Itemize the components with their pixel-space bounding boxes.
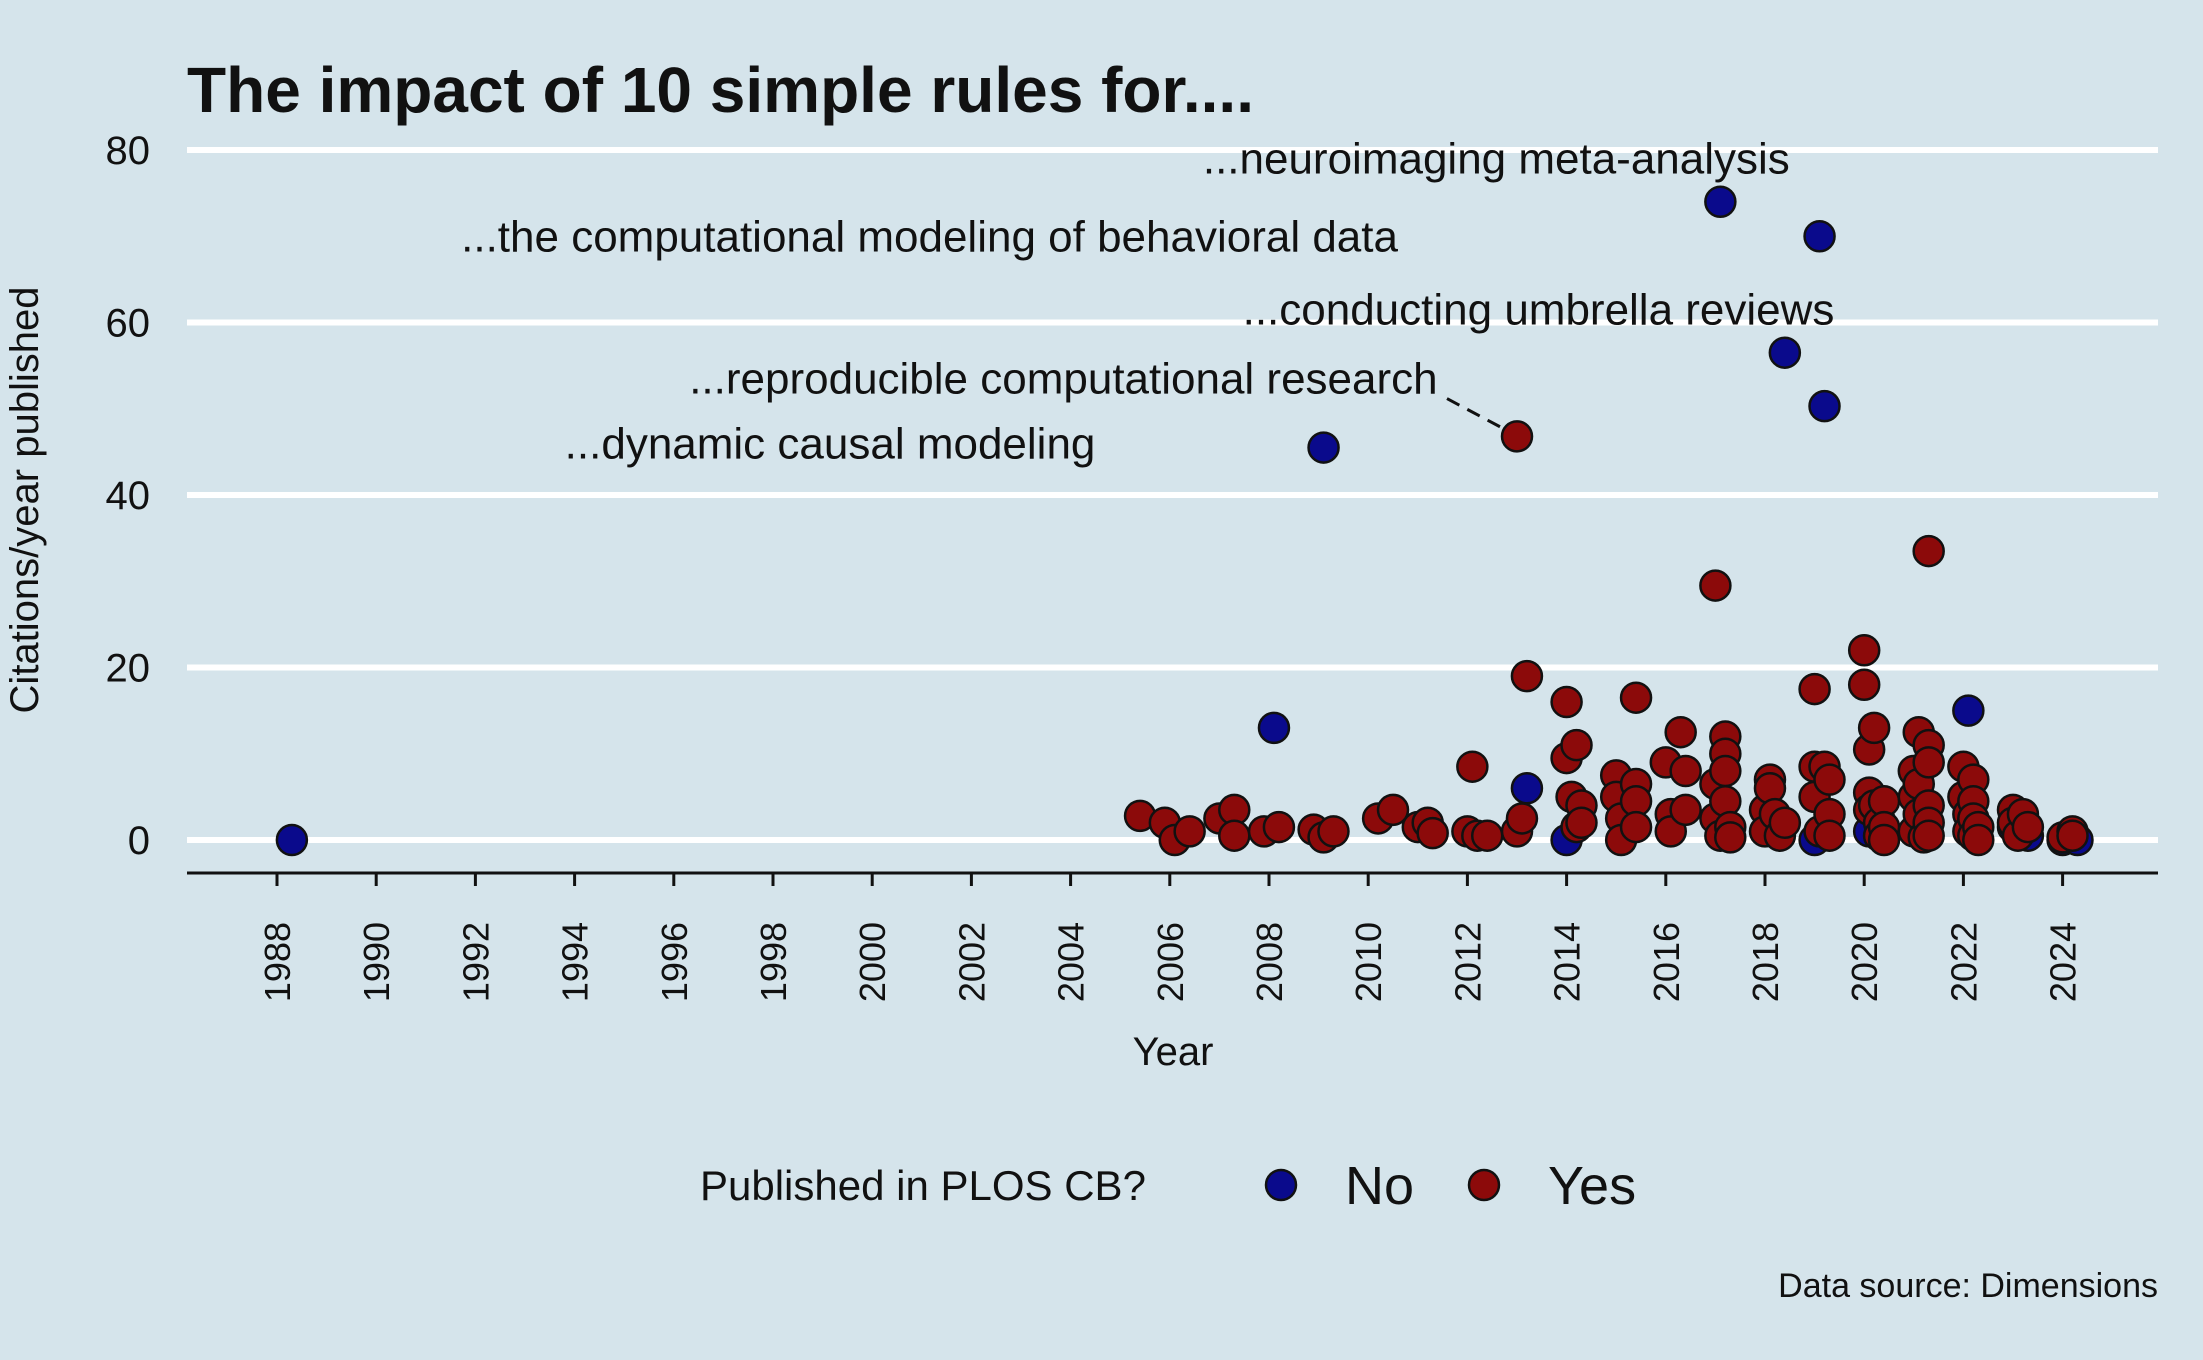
data-point-yes	[1847, 668, 1881, 701]
data-point-yes	[1664, 715, 1697, 749]
x-tick-label: 2002	[951, 922, 992, 1002]
annotation-label: ...reproducible computational research	[689, 355, 1437, 404]
x-tick-label: 1988	[257, 922, 298, 1002]
data-point-yes	[1500, 420, 1534, 453]
x-tick-label: 2006	[1150, 922, 1191, 1002]
data-point-yes	[1669, 793, 1702, 827]
legend-label-no: No	[1345, 1156, 1414, 1216]
annotation-label: ...the computational modeling of behavio…	[461, 212, 1398, 261]
data-point-yes	[1505, 802, 1539, 835]
data-point-yes	[1619, 810, 1653, 844]
data-point-yes	[1714, 821, 1747, 854]
data-point-no	[1704, 185, 1737, 218]
data-point-yes	[1510, 659, 1544, 693]
data-point-yes	[1560, 728, 1593, 762]
data-point-yes	[1709, 754, 1742, 788]
data-points	[275, 185, 2094, 857]
y-tick-label: 60	[106, 302, 151, 346]
annotation-label: ...dynamic causal modeling	[565, 419, 1096, 468]
y-tick-label: 80	[106, 129, 151, 173]
data-point-yes	[1813, 763, 1846, 796]
annotation-label: ...conducting umbrella reviews	[1243, 286, 1835, 335]
data-point-no	[1808, 389, 1841, 423]
data-point-yes	[1867, 823, 1901, 857]
data-point-yes	[1857, 711, 1891, 745]
legend-swatch-no	[1264, 1168, 1298, 1202]
y-axis-ticks: 0 20 40 60 80	[106, 129, 151, 863]
y-tick-label: 40	[106, 474, 151, 518]
annotation-leaders	[1446, 397, 1504, 430]
x-tick-label: 2000	[852, 922, 893, 1002]
legend-title: Published in PLOS CB?	[700, 1162, 1146, 1209]
data-point-yes	[1456, 750, 1489, 783]
x-tick-label: 2016	[1646, 922, 1687, 1002]
x-tick-label: 1998	[753, 922, 794, 1002]
data-point-no	[275, 823, 309, 857]
legend-label-yes: Yes	[1548, 1156, 1636, 1216]
data-point-yes	[1218, 819, 1251, 852]
x-tick-label: 2014	[1547, 922, 1588, 1002]
y-axis-label: Citations/year published	[3, 287, 47, 714]
data-point-yes	[1317, 815, 1350, 848]
data-point-yes	[1912, 746, 1945, 779]
data-point-yes	[1962, 823, 1995, 857]
x-tick-label: 2018	[1745, 922, 1786, 1002]
data-point-no	[1768, 336, 1802, 369]
x-tick-label: 2010	[1348, 922, 1389, 1002]
data-point-yes	[2011, 810, 2045, 844]
x-tick-label: 2004	[1051, 922, 1092, 1002]
data-point-yes	[1550, 685, 1583, 719]
data-point-no	[1952, 694, 1985, 727]
data-point-yes	[1912, 819, 1945, 852]
data-point-yes	[1669, 754, 1702, 788]
y-tick-label: 20	[106, 647, 151, 691]
x-tick-label: 1994	[555, 922, 596, 1002]
x-tick-label: 1996	[654, 922, 695, 1002]
x-tick-label: 1990	[356, 922, 397, 1002]
data-point-yes	[1376, 793, 1410, 827]
data-point-yes	[2056, 819, 2089, 852]
y-tick-label: 0	[128, 819, 150, 863]
data-point-yes	[1798, 672, 1831, 706]
x-tick-label: 2012	[1447, 922, 1488, 1002]
x-tick-label: 2022	[1943, 922, 1984, 1002]
legend-swatch-yes	[1467, 1168, 1501, 1202]
data-point-yes	[1619, 681, 1653, 714]
annotation-label: ...neuroimaging meta-analysis	[1203, 135, 1790, 184]
annotation-leader-line	[1446, 397, 1504, 430]
x-axis-ticks: 1988 1990 1992 1994 1996 1998 2000 2002 2004 2006…	[257, 873, 2084, 1002]
x-tick-label: 2024	[2043, 922, 2084, 1002]
data-point-yes	[1262, 810, 1296, 844]
data-point-no	[1257, 711, 1291, 745]
legend: Published in PLOS CB? No Yes	[700, 1156, 1636, 1216]
x-tick-label: 2020	[1844, 922, 1885, 1002]
data-point-yes	[1813, 819, 1846, 852]
data-point-no	[1307, 431, 1340, 464]
data-point-yes	[1173, 815, 1206, 848]
data-point-yes	[1565, 806, 1598, 839]
x-axis-label: Year	[1133, 1030, 1214, 1074]
data-point-yes	[1847, 634, 1881, 667]
annotations: ...neuroimaging meta-analysis ...the comp…	[461, 135, 1834, 469]
x-tick-label: 1992	[455, 922, 496, 1002]
chart-title: The impact of 10 simple rules for....	[187, 54, 1254, 126]
data-point-yes	[1470, 819, 1504, 852]
data-point-no	[1803, 220, 1836, 253]
data-point-yes	[1912, 534, 1945, 568]
data-point-no	[1510, 772, 1544, 805]
x-tick-label: 2008	[1249, 922, 1290, 1002]
data-point-yes	[1768, 806, 1802, 839]
data-point-yes	[1416, 816, 1449, 850]
data-source-caption: Data source: Dimensions	[1778, 1267, 2158, 1305]
data-point-yes	[1699, 569, 1732, 602]
